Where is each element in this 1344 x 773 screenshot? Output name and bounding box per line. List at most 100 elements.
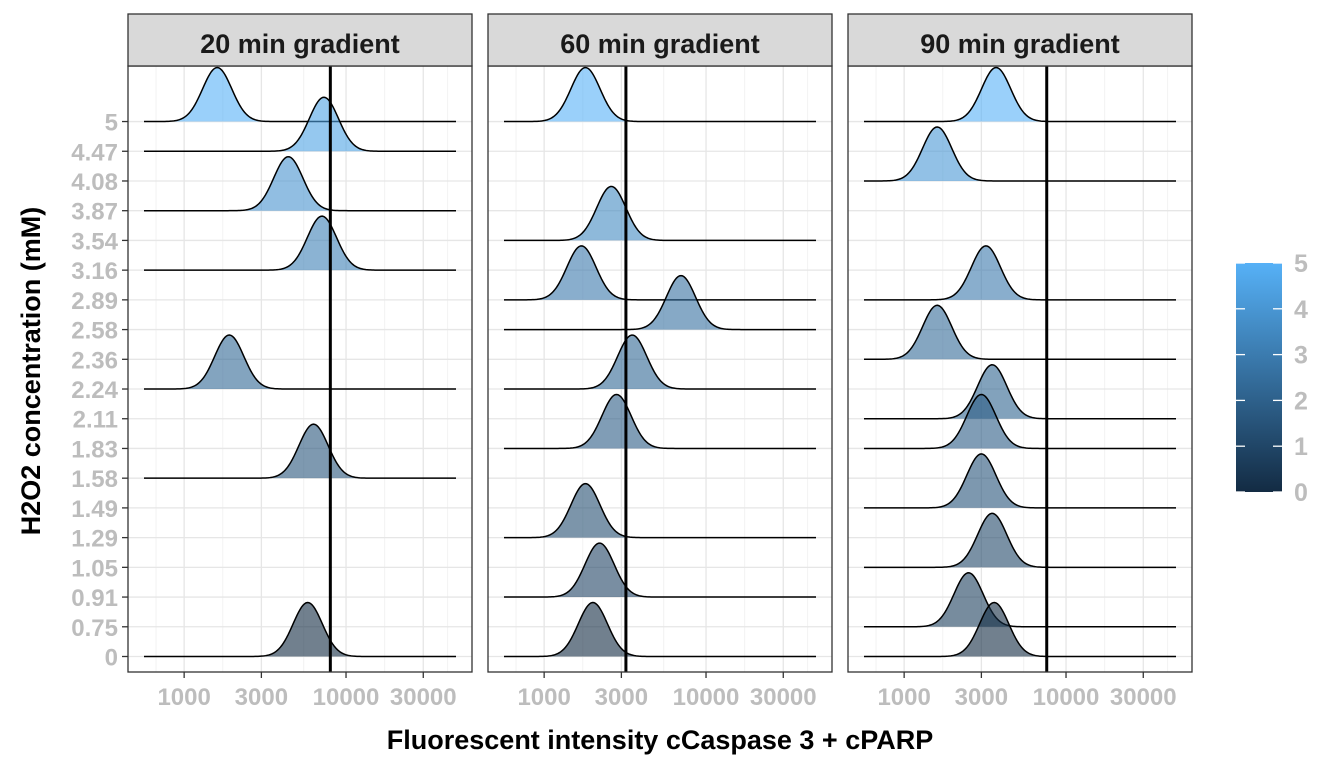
y-tick-label: 1.58 bbox=[71, 466, 118, 493]
facet-strip-label: 90 min gradient bbox=[920, 29, 1120, 59]
ridge-fill bbox=[280, 97, 368, 152]
panel-background bbox=[488, 66, 832, 672]
ridge-line bbox=[864, 245, 1176, 301]
legend-label: 2 bbox=[1294, 387, 1308, 415]
y-tick-label: 4.08 bbox=[71, 169, 118, 196]
x-tick-label: 30000 bbox=[1110, 684, 1177, 711]
y-axis-title: H2O2 concentration (mM) bbox=[16, 207, 46, 536]
panel-background bbox=[848, 66, 1192, 672]
ridge-fill bbox=[637, 275, 725, 330]
ridge-line bbox=[504, 334, 816, 390]
ridge-line bbox=[504, 482, 816, 539]
ridge-fill bbox=[543, 67, 629, 122]
ridge-line bbox=[864, 453, 1176, 509]
ridge-fill bbox=[279, 216, 365, 271]
ridge-line bbox=[504, 66, 816, 123]
y-tick-label: 3.54 bbox=[71, 228, 118, 255]
ridge-fill bbox=[939, 394, 1025, 449]
ridge-line bbox=[144, 96, 456, 153]
x-tick-label: 3000 bbox=[595, 684, 648, 711]
ridge-fill bbox=[568, 186, 654, 241]
y-tick-label: 1.49 bbox=[71, 496, 118, 523]
y-tick-label: 0.91 bbox=[71, 585, 118, 612]
ridge-line bbox=[144, 66, 456, 123]
legend-label: 5 bbox=[1294, 250, 1308, 278]
legend-label: 3 bbox=[1294, 342, 1308, 370]
ridge-fill bbox=[589, 335, 675, 390]
ridge-line bbox=[504, 245, 816, 301]
ridge-fill bbox=[894, 126, 980, 181]
y-tick-label: 1.05 bbox=[71, 555, 118, 582]
facet-3: 90 min gradient 1000 3000 10000 30000 bbox=[847, 13, 1193, 711]
ridge-line bbox=[864, 572, 1176, 628]
ridge-line bbox=[144, 601, 456, 658]
ridge-fill bbox=[573, 394, 660, 449]
facet-2: 60 min gradient 1000 3000 10000 30000 bbox=[487, 13, 833, 711]
x-tick-label: 10000 bbox=[1033, 684, 1100, 711]
y-tick-label: 1.29 bbox=[71, 526, 118, 553]
ridge-line bbox=[864, 512, 1176, 569]
x-tick-label: 30000 bbox=[390, 684, 457, 711]
ridge-line bbox=[864, 393, 1176, 450]
ridge-fill bbox=[538, 245, 624, 300]
y-tick-label: 2.11 bbox=[73, 407, 118, 434]
y-tick-label: 1.83 bbox=[71, 436, 118, 463]
y-tick-label: 2.89 bbox=[71, 288, 118, 315]
y-tick-label: 5 bbox=[105, 110, 118, 137]
x-axis-title: Fluorescent intensity cCaspase 3 + cPARP bbox=[387, 725, 933, 755]
ridge-line bbox=[144, 334, 456, 390]
ridge-fill bbox=[951, 602, 1037, 657]
ridge-line bbox=[864, 126, 1176, 182]
y-tick-label: 0.75 bbox=[71, 615, 118, 642]
ridge-fill bbox=[939, 453, 1025, 508]
ridge-line bbox=[504, 393, 816, 450]
x-tick-label: 3000 bbox=[235, 684, 288, 711]
x-tick-label: 1000 bbox=[157, 684, 210, 711]
ridge-line bbox=[144, 423, 456, 479]
ridge-line bbox=[864, 601, 1176, 658]
facet-strip-label: 20 min gradient bbox=[200, 29, 400, 59]
y-tick-label: 3.16 bbox=[71, 258, 118, 285]
ridge-fill bbox=[550, 602, 636, 657]
ridge-line bbox=[504, 274, 816, 331]
panel-background bbox=[128, 66, 472, 672]
y-tick-label: 0 bbox=[105, 645, 118, 672]
legend-label: 4 bbox=[1294, 296, 1308, 324]
ridge-line bbox=[864, 364, 1176, 420]
facet-strip bbox=[127, 13, 473, 67]
ridge-line bbox=[864, 304, 1176, 361]
x-tick-label: 1000 bbox=[517, 684, 570, 711]
y-tick-label: 3.87 bbox=[71, 199, 118, 226]
ridge-fill bbox=[186, 335, 272, 390]
ridge-fill bbox=[543, 483, 629, 538]
facet-strip-label: 60 min gradient bbox=[560, 29, 760, 59]
ridge-line bbox=[144, 155, 456, 212]
x-tick-label: 1000 bbox=[877, 684, 930, 711]
legend-label: 0 bbox=[1294, 479, 1308, 507]
ridge-fill bbox=[556, 543, 642, 598]
ridge-fill bbox=[270, 424, 357, 479]
ridge-line bbox=[504, 185, 816, 242]
ridge-fill bbox=[894, 305, 980, 360]
ridge-line bbox=[504, 601, 816, 658]
y-tick-label: 2.24 bbox=[71, 377, 118, 404]
y-tick-label: 4.47 bbox=[71, 139, 118, 166]
x-tick-label: 10000 bbox=[673, 684, 740, 711]
legend-label: 1 bbox=[1294, 433, 1308, 461]
facet-strip bbox=[847, 13, 1193, 67]
ridge-line bbox=[144, 215, 456, 271]
ridge-line bbox=[504, 542, 816, 598]
x-tick-label: 10000 bbox=[313, 684, 380, 711]
ridge-fill bbox=[246, 156, 332, 211]
x-tick-label: 30000 bbox=[750, 684, 817, 711]
x-tick-label: 3000 bbox=[955, 684, 1008, 711]
facet-1: 20 min gradient 1000 3000 10000 30000 bbox=[127, 13, 473, 711]
ridge-fill bbox=[949, 513, 1035, 568]
facet-strip bbox=[487, 13, 833, 67]
ridge-fill bbox=[174, 67, 260, 122]
ridge-fill bbox=[952, 67, 1040, 122]
ridge-line bbox=[864, 66, 1176, 123]
y-tick-label: 2.58 bbox=[71, 318, 118, 345]
